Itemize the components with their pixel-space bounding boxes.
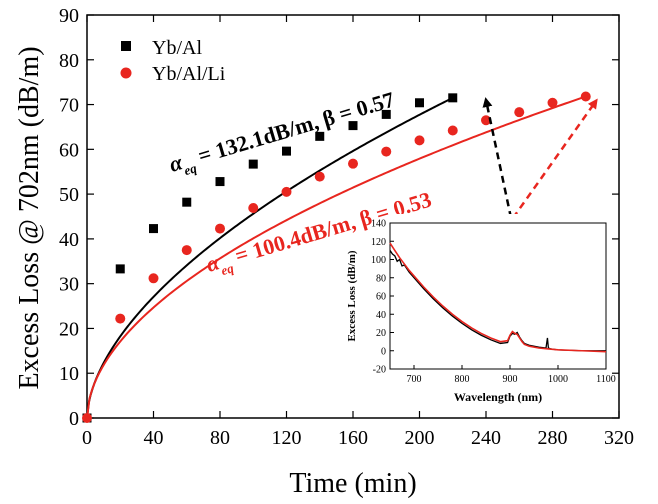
data-point-yb-al — [348, 121, 358, 131]
fit-curve-yb-al — [86, 96, 454, 419]
annotation-yb-al-sub: eq — [182, 160, 199, 178]
legend-marker-yb-al — [121, 41, 131, 51]
data-point-yb-al-li — [82, 413, 92, 423]
inset-background — [390, 214, 606, 369]
main-x-tick-label: 80 — [210, 427, 230, 449]
inset-y-tick-label: 80 — [376, 273, 386, 284]
inset-x-tick-label: 800 — [455, 374, 470, 385]
data-point-yb-al-li — [248, 202, 259, 213]
inset-spectrum-yb-al — [389, 250, 606, 352]
inset-spectrum-yb-al-li — [389, 242, 607, 353]
inset-y-tick-label: 60 — [376, 292, 386, 303]
main-y-axis-label: Excess Loss @ 702nm (dB/m) — [14, 46, 45, 389]
data-point-yb-al-li — [348, 158, 358, 169]
data-point-yb-al-li — [547, 97, 558, 108]
data-point-yb-al-li — [115, 313, 126, 324]
data-point-yb-al — [415, 98, 424, 108]
main-x-tick-label: 160 — [338, 427, 368, 449]
legend: Yb/Al Yb/Al/Li — [120, 37, 226, 85]
main-y-tick-label: 40 — [59, 229, 79, 251]
data-point-yb-al — [248, 159, 258, 169]
arrow-to-yb-al-end — [482, 97, 513, 219]
main-y-axis: 0 10 20 30 40 50 60 70 80 90 — [59, 5, 619, 430]
main-y-tick-label: 60 — [59, 139, 79, 161]
data-point-yb-al-li — [181, 245, 192, 256]
data-point-yb-al — [282, 146, 291, 156]
main-y-tick-label: 70 — [59, 95, 79, 117]
annotation-yb-al-text: = 132.1dB/m, β = 0.57 — [190, 87, 398, 170]
main-x-tick-label: 120 — [272, 427, 302, 449]
main-x-tick-label: 0 — [82, 427, 92, 449]
inset-x-tick-label: 700 — [407, 374, 422, 385]
data-point-yb-al — [315, 131, 325, 141]
data-point-yb-al-li — [148, 273, 159, 284]
inset-x-axis: 700 800 900 1000 1100 — [407, 365, 616, 385]
inset-y-axis-label: Excess Loss (dB/m) — [346, 250, 358, 341]
data-point-yb-al-li — [281, 186, 292, 197]
inset-x-tick-label: 900 — [503, 374, 518, 385]
data-point-yb-al-li — [381, 146, 392, 157]
main-x-tick-label: 200 — [405, 427, 435, 449]
inset-x-tick-label: 1000 — [548, 374, 568, 385]
data-point-yb-al-li — [414, 135, 425, 146]
data-point-yb-al — [215, 177, 225, 187]
fit-curve-yb-al-li — [86, 95, 587, 419]
data-point-yb-al-li — [314, 171, 325, 182]
data-point-yb-al-li — [447, 125, 458, 136]
inset-y-tick-label: 100 — [371, 255, 386, 266]
main-x-tick-label: 240 — [471, 427, 501, 449]
data-point-yb-al-li — [215, 223, 225, 234]
inset-spectrum-lines — [389, 242, 607, 353]
data-point-yb-al — [448, 93, 458, 103]
main-x-tick-label: 320 — [604, 427, 634, 449]
inset-y-tick-label: 40 — [376, 310, 386, 321]
main-x-tick-label: 40 — [144, 427, 164, 449]
data-point-yb-al — [182, 197, 192, 207]
annotation-yb-al-li-sub: eq — [219, 260, 236, 278]
inset-y-tick-label: 0 — [381, 346, 386, 357]
inset-x-axis-label: Wavelength (nm) — [454, 390, 542, 404]
legend-marker-yb-al-li — [120, 67, 132, 79]
data-point-yb-al — [381, 109, 391, 119]
main-y-tick-label: 90 — [59, 5, 79, 27]
data-point-yb-al — [115, 264, 125, 274]
main-y-tick-label: 30 — [59, 274, 79, 296]
main-x-axis: 0 40 80 120 160 200 240 280 320 — [82, 15, 634, 449]
legend-label-yb-al-li: Yb/Al/Li — [152, 63, 226, 85]
legend-label-yb-al: Yb/Al — [152, 37, 202, 59]
main-x-axis-label: Time (min) — [289, 468, 416, 499]
annotation-yb-al-fit: αeq = 132.1dB/m, β = 0.57 — [166, 87, 398, 182]
main-data-points — [82, 91, 591, 423]
inset-y-tick-label: 120 — [371, 237, 386, 248]
svg-text:αeq = 132.1dB/m, β = 0.57: αeq = 132.1dB/m, β = 0.57 — [166, 87, 398, 182]
data-point-yb-al-li — [514, 107, 525, 118]
main-y-tick-label: 80 — [59, 50, 79, 72]
inset-y-tick-label: -20 — [373, 365, 386, 376]
main-y-tick-label: 20 — [59, 318, 79, 340]
inset-y-tick-label: 140 — [371, 219, 386, 230]
main-y-tick-label: 0 — [69, 408, 79, 430]
main-y-tick-label: 50 — [59, 184, 79, 206]
inset-y-tick-label: 20 — [376, 328, 386, 339]
main-fit-curves — [86, 95, 587, 419]
inset-y-axis: -20 0 20 40 60 80 100 120 140 — [371, 219, 394, 376]
main-y-tick-label: 10 — [59, 363, 79, 385]
data-point-yb-al-li — [580, 91, 591, 102]
data-point-yb-al — [149, 224, 158, 234]
main-x-tick-label: 280 — [538, 427, 568, 449]
inset-x-tick-label: 1100 — [596, 374, 616, 385]
